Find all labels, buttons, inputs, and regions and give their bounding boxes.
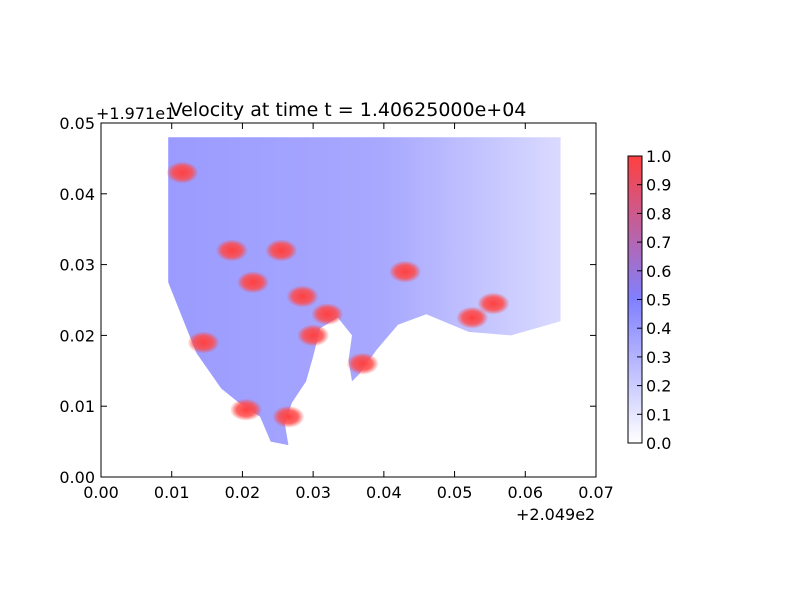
high-velocity-region bbox=[166, 161, 199, 184]
y-tick-label: 0.03 bbox=[59, 256, 95, 275]
y-offset-label: +1.971e1 bbox=[96, 104, 175, 123]
high-velocity-region bbox=[286, 285, 319, 308]
high-velocity-region bbox=[215, 239, 248, 262]
x-offset-label: +2.049e2 bbox=[516, 505, 595, 524]
high-velocity-region bbox=[311, 303, 344, 326]
y-tick-label: 0.01 bbox=[59, 397, 95, 416]
y-tick-label: 0.04 bbox=[59, 185, 95, 204]
high-velocity-region bbox=[272, 405, 305, 428]
colorbar-tick-label: 0.4 bbox=[646, 319, 671, 338]
colorbar-ticks: 0.0 0.1 0.2 0.3 0.4 0.5 0.6 0.7 0.8 0.9 1.0 bbox=[637, 147, 671, 453]
chart-title: Velocity at time t = 1.40625000e+04 bbox=[170, 99, 527, 121]
x-tick-label: 0.02 bbox=[225, 483, 261, 502]
y-tick-label: 0.00 bbox=[59, 468, 95, 487]
x-tick-label: 0.07 bbox=[578, 483, 614, 502]
high-velocity-region bbox=[456, 306, 489, 329]
colorbar-tick-label: 1.0 bbox=[646, 147, 671, 166]
x-tick-label: 0.01 bbox=[154, 483, 190, 502]
colorbar-tick-label: 0.8 bbox=[646, 204, 671, 223]
high-velocity-region bbox=[297, 324, 330, 347]
velocity-field bbox=[168, 137, 561, 446]
colorbar-tick-label: 0.6 bbox=[646, 262, 671, 281]
colorbar-tick-label: 0.2 bbox=[646, 377, 671, 396]
y-axis: 0.00 0.01 0.02 0.03 0.04 0.05 bbox=[59, 114, 596, 487]
high-velocity-region bbox=[187, 331, 220, 354]
high-velocity-region bbox=[389, 260, 422, 283]
high-velocity-region bbox=[237, 271, 270, 294]
colorbar-tick-label: 0.0 bbox=[646, 434, 671, 453]
x-tick-label: 0.06 bbox=[507, 483, 543, 502]
x-tick-label: 0.03 bbox=[295, 483, 331, 502]
x-tick-label: 0.00 bbox=[83, 483, 119, 502]
x-axis: 0.00 0.01 0.02 0.03 0.04 0.05 0.06 0.07 bbox=[83, 123, 614, 502]
high-velocity-region bbox=[265, 239, 298, 262]
y-tick-label: 0.05 bbox=[59, 114, 95, 133]
axes-frame bbox=[100, 122, 597, 478]
colorbar: 0.0 0.1 0.2 0.3 0.4 0.5 0.6 0.7 0.8 0.9 1.0 bbox=[627, 147, 671, 453]
high-velocity-region bbox=[477, 292, 510, 315]
colorbar-tick-label: 0.9 bbox=[646, 176, 671, 195]
x-tick-label: 0.04 bbox=[366, 483, 402, 502]
high-velocity-region bbox=[346, 352, 379, 375]
colorbar-tick-label: 0.5 bbox=[646, 291, 671, 310]
colorbar-tick-label: 0.1 bbox=[646, 405, 671, 424]
high-velocity-region bbox=[229, 398, 262, 421]
y-tick-label: 0.02 bbox=[59, 326, 95, 345]
heatmap-area bbox=[166, 137, 561, 446]
high-velocity-layer bbox=[166, 161, 510, 428]
colorbar-tick-label: 0.7 bbox=[646, 233, 671, 252]
x-tick-label: 0.05 bbox=[437, 483, 473, 502]
colorbar-tick-label: 0.3 bbox=[646, 348, 671, 367]
